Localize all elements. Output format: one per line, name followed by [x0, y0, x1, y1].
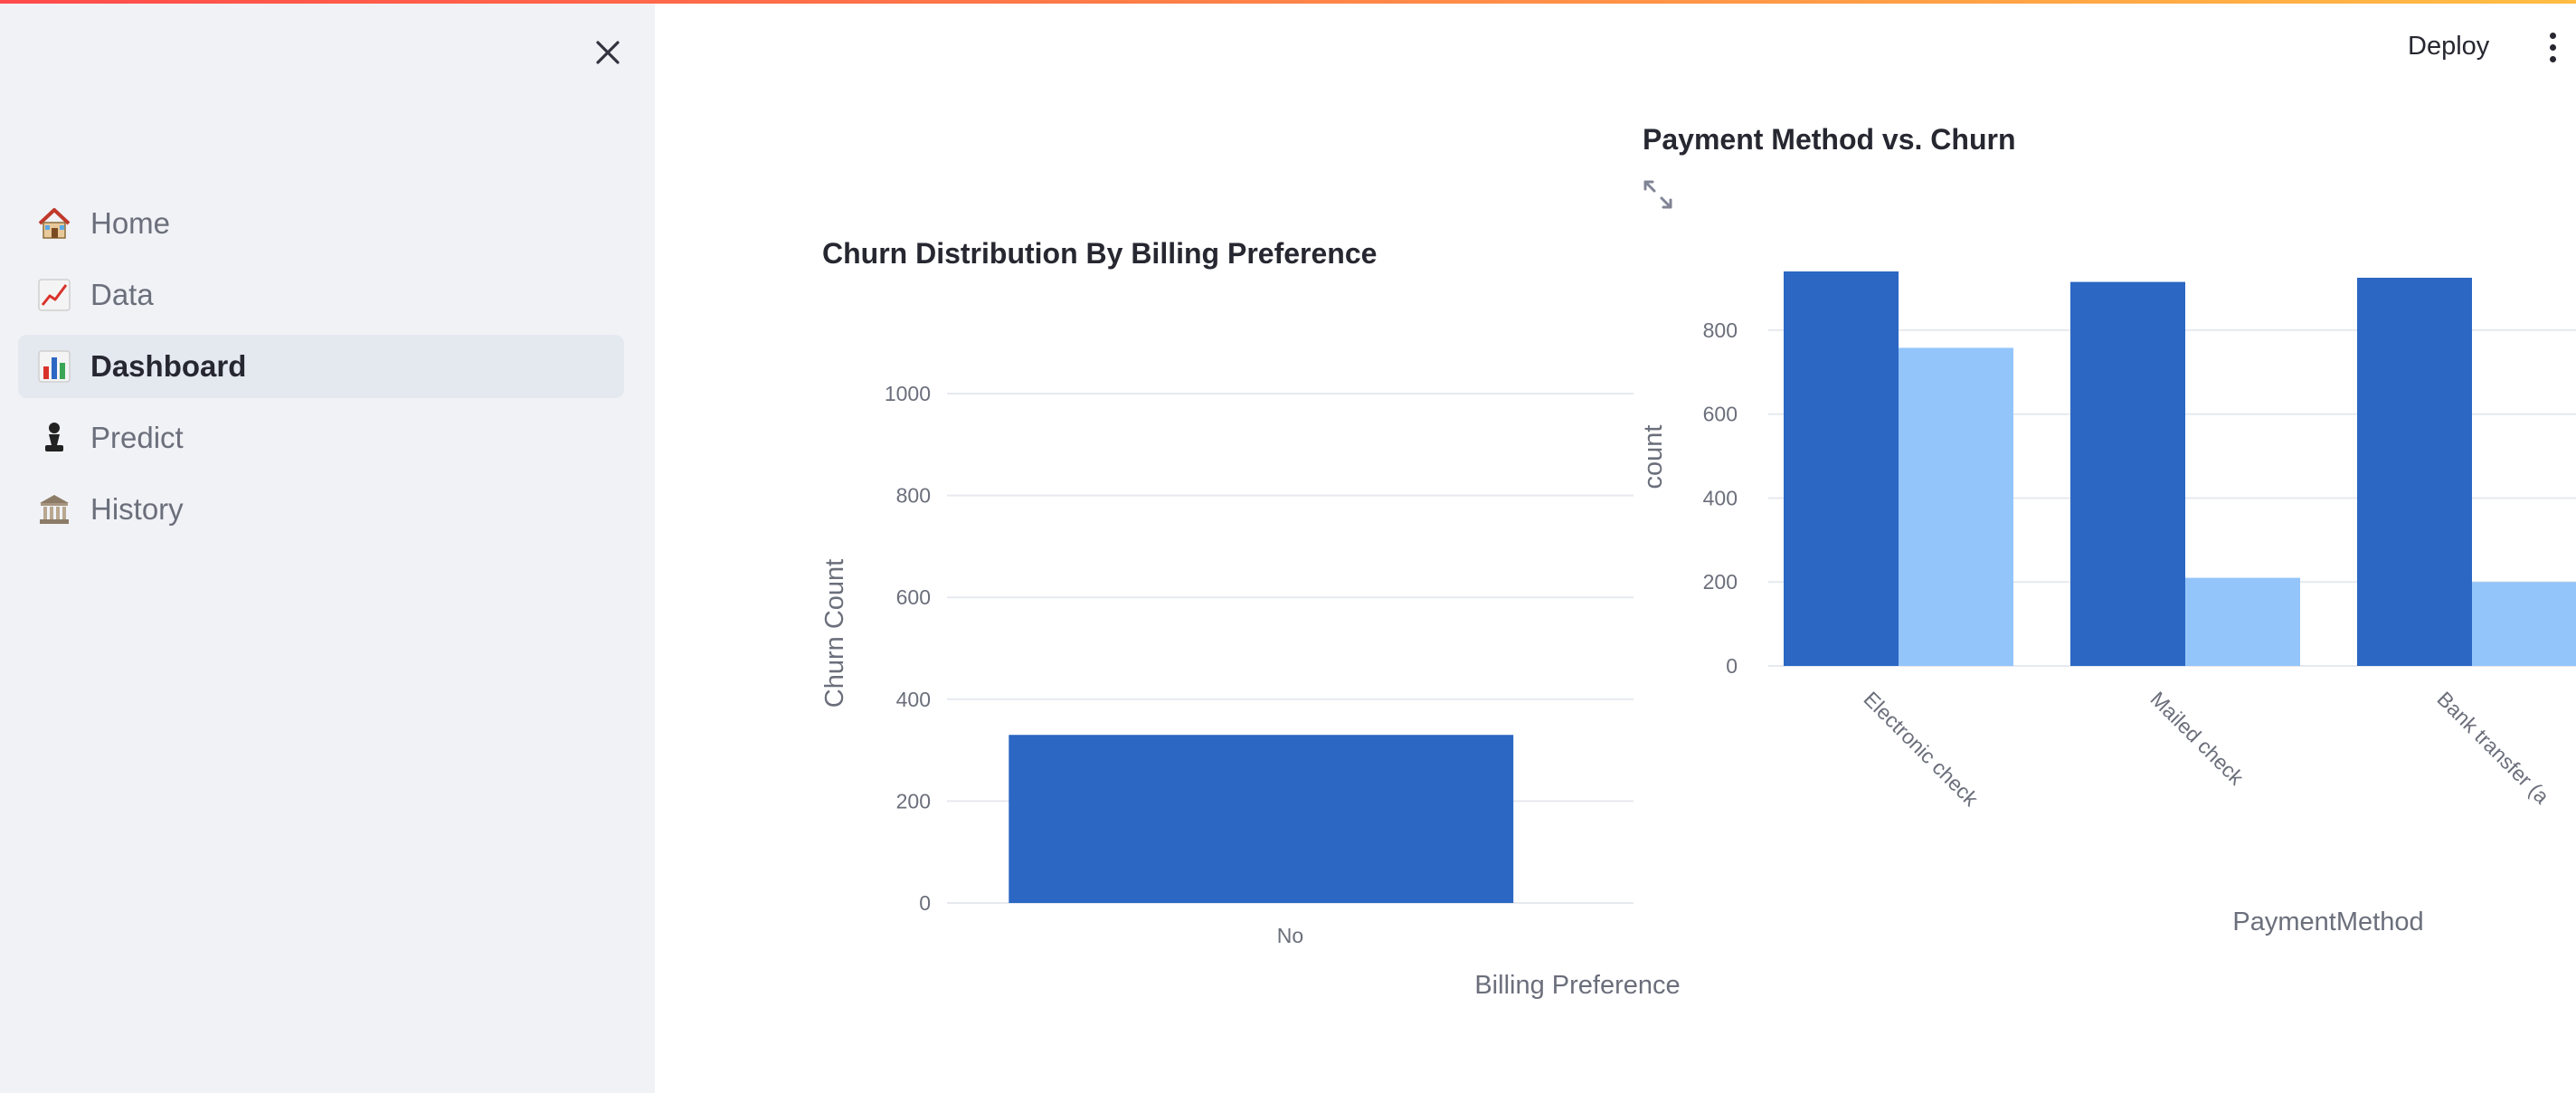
expand-icon	[1643, 180, 1672, 209]
sidebar-item-label: Home	[90, 206, 171, 240]
sidebar-item-label: Predict	[90, 421, 184, 454]
y-tick-label: 400	[896, 688, 931, 711]
y-tick-label: 0	[919, 891, 931, 915]
sidebar: Home Data	[0, 0, 655, 1093]
sidebar-nav: Home Data	[18, 192, 624, 549]
bar-series-0	[1784, 271, 1899, 666]
fullscreen-button[interactable]	[1641, 177, 1675, 212]
y-tick-label: 200	[1703, 570, 1738, 594]
x-axis-title: PaymentMethod	[2232, 908, 2423, 936]
x-axis-title: Billing Preference	[1474, 971, 1680, 1000]
bar	[1009, 735, 1514, 903]
vertical-ellipsis-icon	[2549, 43, 2556, 51]
chart-title-billing: Churn Distribution By Billing Preference	[822, 237, 1378, 270]
classical-building-icon	[36, 491, 72, 527]
bar-series-0	[2070, 281, 2185, 666]
sidebar-item-predict[interactable]: Predict	[18, 406, 624, 470]
sidebar-item-label: Dashboard	[90, 349, 247, 383]
x-tick-label: Bank transfer (a	[2432, 687, 2553, 808]
bar-series-0	[2357, 277, 2472, 666]
x-tick-label: Mailed check	[2145, 687, 2249, 790]
vertical-ellipsis-icon	[2549, 32, 2556, 39]
y-tick-label: 200	[896, 789, 931, 813]
sidebar-item-label: Data	[90, 278, 154, 311]
bar-chart-icon	[36, 348, 72, 385]
x-tick-label: No	[1277, 924, 1303, 947]
y-tick-label: 800	[1703, 318, 1738, 342]
top-decoration-bar	[0, 0, 2576, 4]
deploy-button[interactable]: Deploy	[2408, 31, 2490, 61]
y-tick-label: 1000	[885, 382, 931, 405]
bar-series-1	[2472, 582, 2576, 666]
chart-title-payment: Payment Method vs. Churn	[1643, 123, 2016, 156]
vertical-ellipsis-icon	[2549, 55, 2556, 62]
sidebar-item-label: History	[90, 492, 184, 526]
close-icon	[596, 41, 620, 64]
chess-pawn-icon	[36, 420, 72, 456]
y-axis-title: count	[1639, 425, 1668, 489]
house-icon	[36, 205, 72, 242]
main-menu-button[interactable]	[2534, 25, 2571, 69]
close-sidebar-button[interactable]	[586, 31, 630, 74]
bar-series-1	[1899, 347, 2013, 666]
x-tick-label: Electronic check	[1859, 687, 1983, 811]
sidebar-item-dashboard[interactable]: Dashboard	[18, 335, 624, 398]
y-tick-label: 600	[1703, 403, 1738, 426]
y-tick-label: 0	[1726, 654, 1738, 678]
y-tick-label: 600	[896, 585, 931, 609]
bar-series-1	[2185, 577, 2300, 666]
sidebar-item-data[interactable]: Data	[18, 263, 624, 327]
sidebar-item-home[interactable]: Home	[18, 192, 624, 255]
sidebar-item-history[interactable]: History	[18, 478, 624, 541]
y-tick-label: 400	[1703, 486, 1738, 509]
y-tick-label: 800	[896, 484, 931, 508]
chart-increasing-icon	[36, 277, 72, 313]
y-axis-title: Churn Count	[820, 559, 849, 708]
